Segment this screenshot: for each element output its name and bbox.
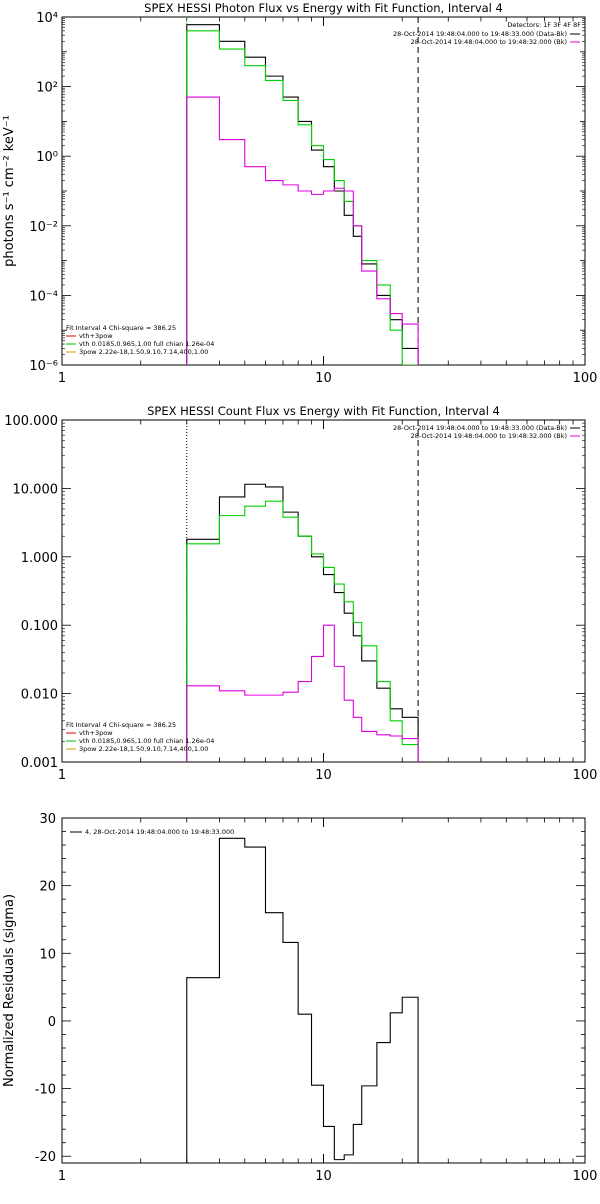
y-tick-label: 10⁴ <box>36 11 58 26</box>
series-line-2 <box>186 30 419 365</box>
legend-right-header: Detectors: 1F 3F 4F 8F <box>507 21 581 29</box>
plot-frame <box>61 419 586 763</box>
chart-title: SPEX HESSI Photon Flux vs Energy with Fi… <box>144 1 503 15</box>
legend-left-entry: vth 0.0185,0.965,1.00 full chian 1.26e-0… <box>79 340 214 348</box>
legend-left-entry: vth+3pow <box>79 729 113 737</box>
y-tick-label: 100.000 <box>4 414 58 429</box>
y-tick-label: 1.000 <box>21 551 58 566</box>
y-tick-label: 10⁻² <box>29 220 58 235</box>
x-tick-label: 1 <box>58 1169 66 1184</box>
series-line-3 <box>186 96 419 365</box>
legend-right-entry: 28-Oct-2014 19:48:04.000 to 19:48:33.000… <box>393 424 567 432</box>
legend-right-entry: 28-Oct-2014 19:48:04.000 to 19:48:32.000… <box>411 38 567 46</box>
legend-left-entry: vth+3pow <box>79 332 113 340</box>
y-tick-label: 0 <box>48 1015 56 1030</box>
y-tick-label: 0.100 <box>21 619 58 634</box>
y-axis-label: Normalized Residuals (sigma) <box>2 894 17 1087</box>
legend-left-entry: 3pow 2.22e-18,1.50,9.10,7.14,400,1.00 <box>79 348 208 356</box>
y-tick-label: -10 <box>35 1083 56 1098</box>
legend-left-entry: vth 0.0185,0.965,1.00 full chian 1.26e-0… <box>79 737 214 745</box>
series-line-1 <box>186 483 419 762</box>
y-axis-label: photons s⁻¹ cm⁻² keV⁻¹ <box>2 115 17 267</box>
y-tick-label: 10⁻⁴ <box>29 289 58 304</box>
y-tick-label: 10⁰ <box>36 150 58 165</box>
legend-left-entry: 4, 28-Oct-2014 19:48:04.000 to 19:48:33.… <box>85 828 234 836</box>
y-tick-label: 10.000 <box>13 482 59 497</box>
y-tick-label: 20 <box>39 880 56 895</box>
series-line-1 <box>186 837 419 1163</box>
legend-left-header: Fit Interval 4 Chi-square = 386.25 <box>66 721 176 729</box>
x-tick-label: 100 <box>573 1169 598 1184</box>
series-line-3 <box>186 624 419 762</box>
legend-left-header: Fit Interval 4 Chi-square = 386.25 <box>66 324 176 332</box>
x-tick-label: 100 <box>573 768 598 783</box>
y-tick-label: 10⁻⁶ <box>29 359 58 374</box>
x-tick-label: 10 <box>315 1169 332 1184</box>
legend-right-entry: 28-Oct-2014 19:48:04.000 to 19:48:32.000… <box>411 432 567 440</box>
chart-title: SPEX HESSI Count Flux vs Energy with Fit… <box>147 404 500 418</box>
y-tick-label: 10 <box>39 947 56 962</box>
x-tick-label: 10 <box>315 371 332 386</box>
series-line-2 <box>186 500 419 762</box>
y-tick-label: 0.010 <box>21 688 58 703</box>
y-tick-label: 30 <box>39 812 56 827</box>
chart-panel-1: SPEX HESSI Photon Flux vs Energy with Fi… <box>2 1 597 386</box>
chart-panel-2: SPEX HESSI Count Flux vs Energy with Fit… <box>4 404 597 783</box>
x-tick-label: 1 <box>58 371 66 386</box>
y-tick-label: 0.001 <box>21 756 58 771</box>
x-tick-label: 100 <box>573 371 598 386</box>
x-tick-label: 1 <box>58 768 66 783</box>
y-tick-label: 10² <box>36 81 58 96</box>
y-tick-label: -20 <box>35 1150 56 1165</box>
series-line-1 <box>186 24 419 365</box>
legend-left-entry: 3pow 2.22e-18,1.50,9.10,7.14,400,1.00 <box>79 745 208 753</box>
x-tick-label: 10 <box>315 768 332 783</box>
legend-right-entry: 28-Oct-2014 19:48:04.000 to 19:48:33.000… <box>393 30 567 38</box>
